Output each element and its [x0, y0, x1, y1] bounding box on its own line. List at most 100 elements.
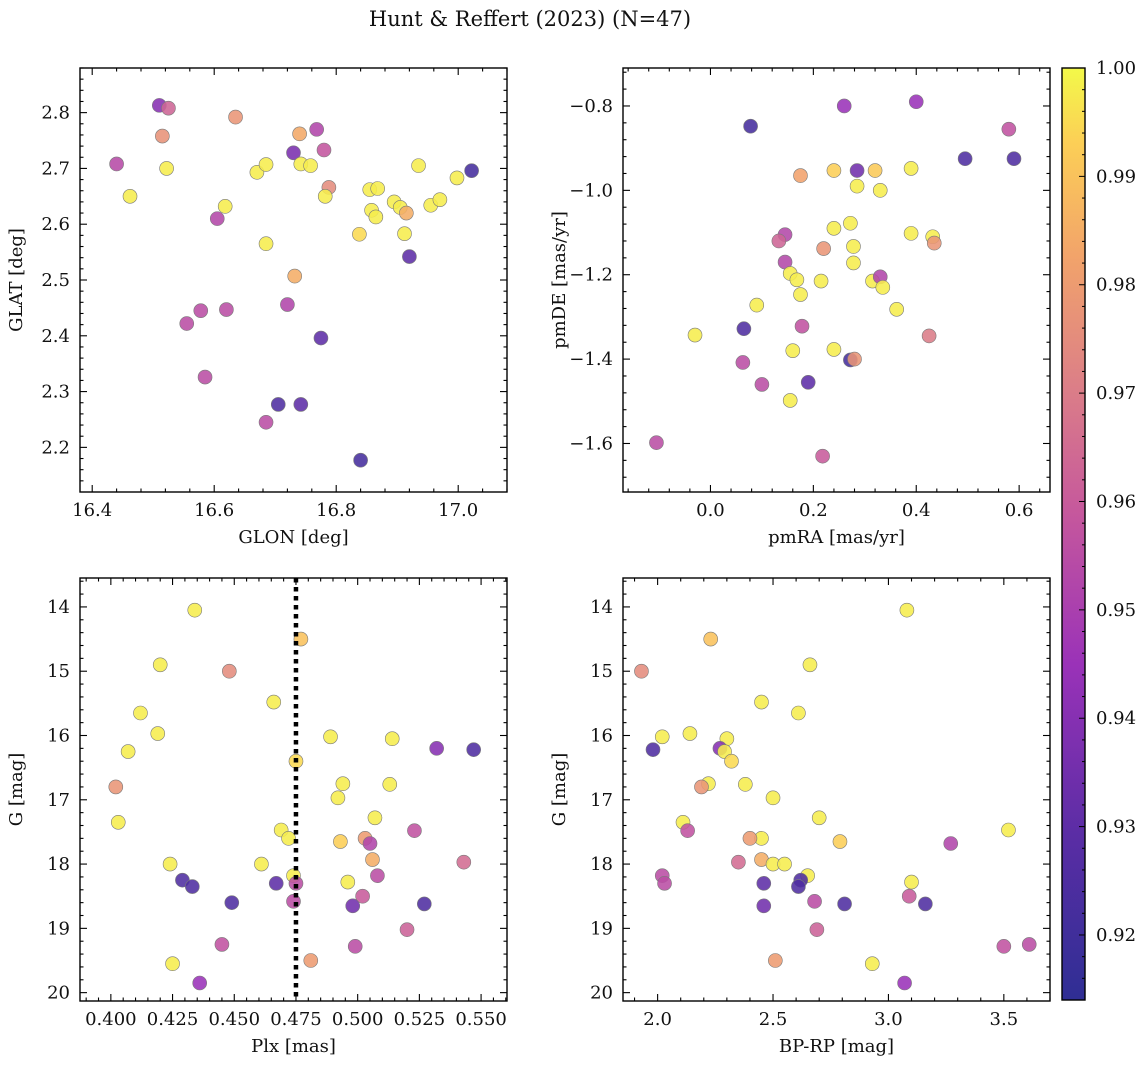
data-point — [826, 221, 842, 236]
data-point — [731, 854, 746, 870]
data-point — [738, 777, 753, 792]
data-point — [155, 128, 170, 144]
data-point — [193, 303, 209, 318]
data-point — [754, 377, 770, 392]
data-point — [333, 834, 348, 849]
data-point — [108, 779, 124, 795]
colorbar-tick-label: 1.00 — [1096, 58, 1136, 79]
y-axis-label: G [mag] — [6, 753, 27, 826]
data-point — [843, 215, 858, 231]
data-point — [791, 705, 806, 721]
y-tick-label: 19 — [47, 918, 70, 939]
data-point — [899, 602, 915, 618]
data-point — [323, 729, 338, 745]
colorbar-tick-label: 0.97 — [1096, 383, 1136, 404]
data-point — [809, 922, 825, 937]
y-tick-label: 2.6 — [41, 214, 70, 235]
x-tick-label: 0.400 — [85, 1009, 137, 1030]
data-point — [368, 209, 384, 225]
data-point — [165, 956, 180, 972]
data-point — [161, 100, 176, 116]
data-point — [258, 157, 274, 172]
data-point — [800, 375, 816, 390]
data-point — [794, 318, 810, 334]
colorbar-tick-label: 0.94 — [1096, 708, 1136, 729]
data-point — [703, 631, 719, 647]
data-point — [903, 226, 919, 241]
data-point — [943, 836, 959, 851]
x-tick-label: 16.4 — [72, 500, 112, 521]
y-tick-label: 2.4 — [41, 326, 70, 347]
y-tick-label: 2.5 — [41, 270, 70, 291]
data-point — [352, 226, 367, 242]
y-tick-label: −1.0 — [569, 180, 613, 201]
data-point — [777, 856, 792, 872]
data-point — [466, 742, 481, 757]
data-point — [382, 777, 398, 792]
data-point — [908, 94, 924, 110]
data-point — [837, 896, 852, 912]
data-point — [411, 158, 426, 173]
colorbar-tick-label: 0.93 — [1096, 817, 1136, 838]
markers — [109, 98, 479, 468]
y-tick-label: 20 — [590, 983, 613, 1004]
x-tick-label: 0.500 — [332, 1009, 384, 1030]
data-point — [872, 183, 888, 198]
x-tick-label: 2.0 — [643, 1009, 672, 1030]
data-point — [793, 287, 808, 302]
data-point — [793, 168, 808, 183]
data-point — [901, 888, 917, 904]
y-tick-label: 18 — [47, 854, 70, 875]
y-tick-label: 15 — [590, 661, 613, 682]
data-point — [875, 280, 891, 295]
data-point — [340, 874, 356, 890]
data-point — [370, 181, 385, 196]
data-point — [1006, 151, 1022, 167]
y-tick-label: 2.7 — [41, 158, 70, 179]
data-point — [219, 302, 234, 317]
data-point — [281, 831, 296, 846]
data-point — [802, 657, 818, 673]
data-point — [813, 273, 829, 289]
data-point — [286, 894, 301, 909]
axes-frame — [622, 67, 1051, 493]
data-point — [347, 939, 363, 954]
colorbar-tick-label: 0.99 — [1096, 166, 1136, 187]
data-point — [826, 163, 842, 178]
data-point — [293, 397, 309, 412]
data-point — [335, 776, 351, 792]
data-point — [152, 657, 168, 673]
data-point — [634, 663, 649, 679]
markers — [649, 94, 1022, 464]
data-point — [258, 236, 274, 252]
data-point — [407, 823, 422, 838]
data-point — [456, 854, 472, 870]
data-point — [209, 211, 225, 226]
x-tick-label: 0.525 — [394, 1009, 446, 1030]
data-point — [846, 255, 861, 271]
data-point — [150, 726, 166, 741]
axes-frame — [79, 577, 508, 1002]
data-point — [464, 163, 479, 178]
data-point — [654, 729, 670, 745]
data-point — [286, 145, 301, 161]
data-point — [785, 343, 801, 358]
x-tick-label: 0.2 — [799, 500, 828, 521]
data-point — [217, 199, 233, 214]
x-axis-label: Plx [mas] — [251, 1036, 336, 1057]
y-tick-label: 2.8 — [41, 103, 70, 124]
data-point — [836, 98, 852, 114]
data-point — [735, 355, 751, 370]
data-point — [768, 953, 783, 968]
data-point — [179, 316, 195, 331]
y-axis-label: G [mag] — [549, 753, 570, 826]
data-point — [345, 898, 361, 914]
y-tick-label: −1.6 — [569, 433, 613, 454]
y-tick-label: −1.4 — [569, 349, 613, 370]
data-point — [258, 414, 274, 430]
data-point — [816, 241, 831, 256]
colorbar-gradient — [1061, 67, 1086, 1001]
data-point — [1001, 121, 1017, 137]
colorbar-tick-label: 0.98 — [1096, 275, 1136, 296]
